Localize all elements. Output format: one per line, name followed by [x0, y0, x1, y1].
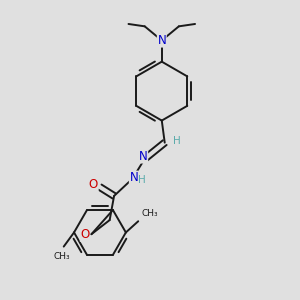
Text: H: H [173, 136, 181, 146]
Text: N: N [158, 34, 166, 47]
Text: O: O [89, 178, 98, 191]
Text: CH₃: CH₃ [142, 209, 158, 218]
Text: CH₃: CH₃ [54, 252, 70, 261]
Text: O: O [80, 228, 90, 241]
Text: N: N [129, 171, 138, 184]
Text: H: H [138, 175, 146, 185]
Text: N: N [139, 150, 148, 163]
